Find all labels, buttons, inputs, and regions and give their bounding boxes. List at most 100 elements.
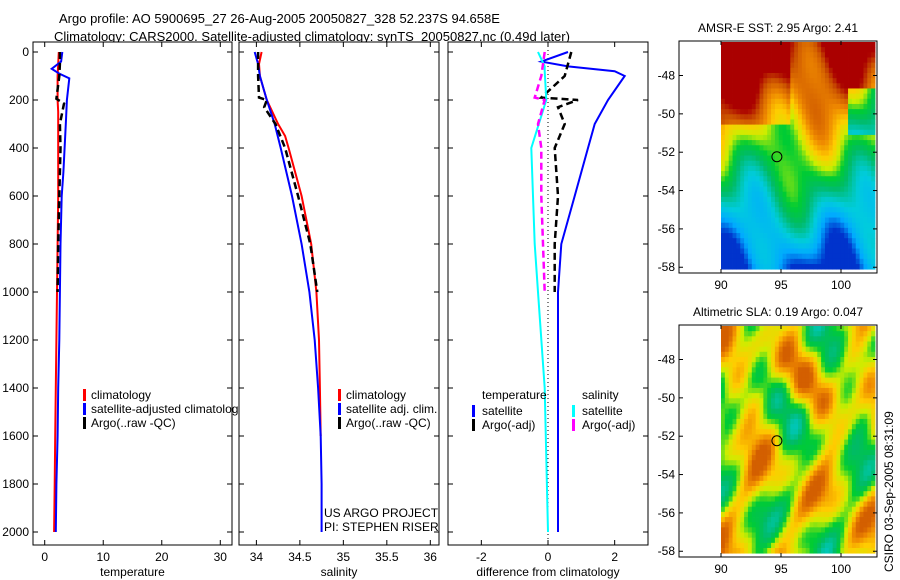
heatmap-cell [774,486,780,492]
heatmap-cell [759,253,764,260]
heatmap-cell [782,155,787,162]
heatmap-cell [786,103,791,110]
heatmap-cell [832,413,837,420]
heatmap-cell [782,119,787,125]
heatmap-cell [844,413,849,420]
heatmap-cell [751,238,757,244]
heatmap-cell [767,171,772,177]
heatmap-cell [778,227,783,234]
heatmap-cell [848,480,853,487]
heatmap-cell [778,522,783,528]
heatmap-cell [809,465,814,471]
heatmap-cell [736,393,741,399]
heatmap-cell [794,460,799,466]
heatmap-cell [778,67,783,74]
heatmap-cell [863,191,868,198]
heatmap-cell [851,346,857,353]
heatmap-cell [855,109,860,115]
heatmap-cell [805,165,810,172]
heatmap-cell [736,140,741,146]
heatmap-cell [798,212,803,218]
heatmap-cell [771,248,776,255]
heatmap-cell [855,191,860,198]
heatmap-cell [755,511,760,518]
heatmap-cell [782,326,787,332]
plot-frame [447,41,649,546]
heatmap-cell [813,258,818,265]
heatmap-cell [828,165,834,172]
heatmap-cell [844,243,849,249]
heatmap-cell [828,475,834,482]
heatmap-cell [744,258,749,265]
heatmap-cell [724,150,730,156]
heatmap-cell [805,109,810,115]
heatmap-cell [774,165,780,172]
heatmap-cell [782,542,787,549]
heatmap-cell [721,372,726,379]
heatmap-cell [801,114,807,120]
heatmap-cell [859,522,864,528]
heatmap-cell [817,202,822,208]
heatmap-cell [832,444,837,451]
heatmap-cell [851,522,857,528]
y-tick-label: 1600 [2,429,29,443]
heatmap-cell [771,491,776,497]
heatmap-cell [744,506,749,513]
heatmap-cell [836,134,841,141]
heatmap-cell [736,480,741,487]
heatmap-cell [755,465,760,471]
heatmap-cell [771,460,776,466]
heatmap-cell [824,460,830,466]
heatmap-cell [740,52,745,58]
heatmap-cell [759,202,764,208]
x-tick-label: 10 [97,550,111,564]
heatmap-cell [721,501,726,508]
heatmap-cell [813,398,818,404]
heatmap-cell [805,351,810,358]
heatmap-cell [813,496,818,502]
heatmap-cell [805,57,810,64]
heatmap-cell [771,336,776,342]
heatmap-cell [867,124,872,131]
heatmap-cell [728,98,733,105]
heatmap-cell [809,387,814,394]
heatmap-cell [809,351,814,358]
heatmap-cell [736,222,741,229]
heatmap-cell [771,264,776,270]
heatmap-cell [794,326,799,332]
heatmap-cell [763,233,768,239]
heatmap-cell [859,83,864,89]
heatmap-cell [844,532,849,539]
heatmap-cell [855,171,860,177]
heatmap-cell [848,496,853,502]
heatmap-cell [859,140,864,146]
heatmap-cell [824,109,830,115]
heatmap-cell [744,191,749,198]
heatmap-cell [813,196,818,203]
heatmap-cell [863,243,868,249]
heatmap-cell [732,47,737,53]
heatmap-cell [848,145,853,151]
heatmap-cell [790,191,795,198]
heatmap-cell [848,491,853,497]
heatmap-cell [759,367,764,373]
heatmap-cell [805,217,810,224]
heatmap-cell [871,372,876,379]
heatmap-cell [786,207,791,213]
heatmap-cell [721,362,726,368]
heatmap-cell [763,548,768,554]
heatmap-cell [744,233,749,239]
heatmap-cell [732,238,737,244]
heatmap-cell [755,42,760,48]
heatmap-cell [824,398,830,404]
heatmap-cell [801,470,807,477]
heatmap-cell [767,527,772,533]
heatmap-cell [774,408,780,415]
heatmap-cell [747,491,753,497]
heatmap-cell [821,341,826,348]
heatmap-cell [728,465,733,471]
heatmap-cell [751,186,757,193]
heatmap-cell [828,491,834,497]
heatmap-cell [821,62,826,69]
heatmap-cell [771,449,776,456]
